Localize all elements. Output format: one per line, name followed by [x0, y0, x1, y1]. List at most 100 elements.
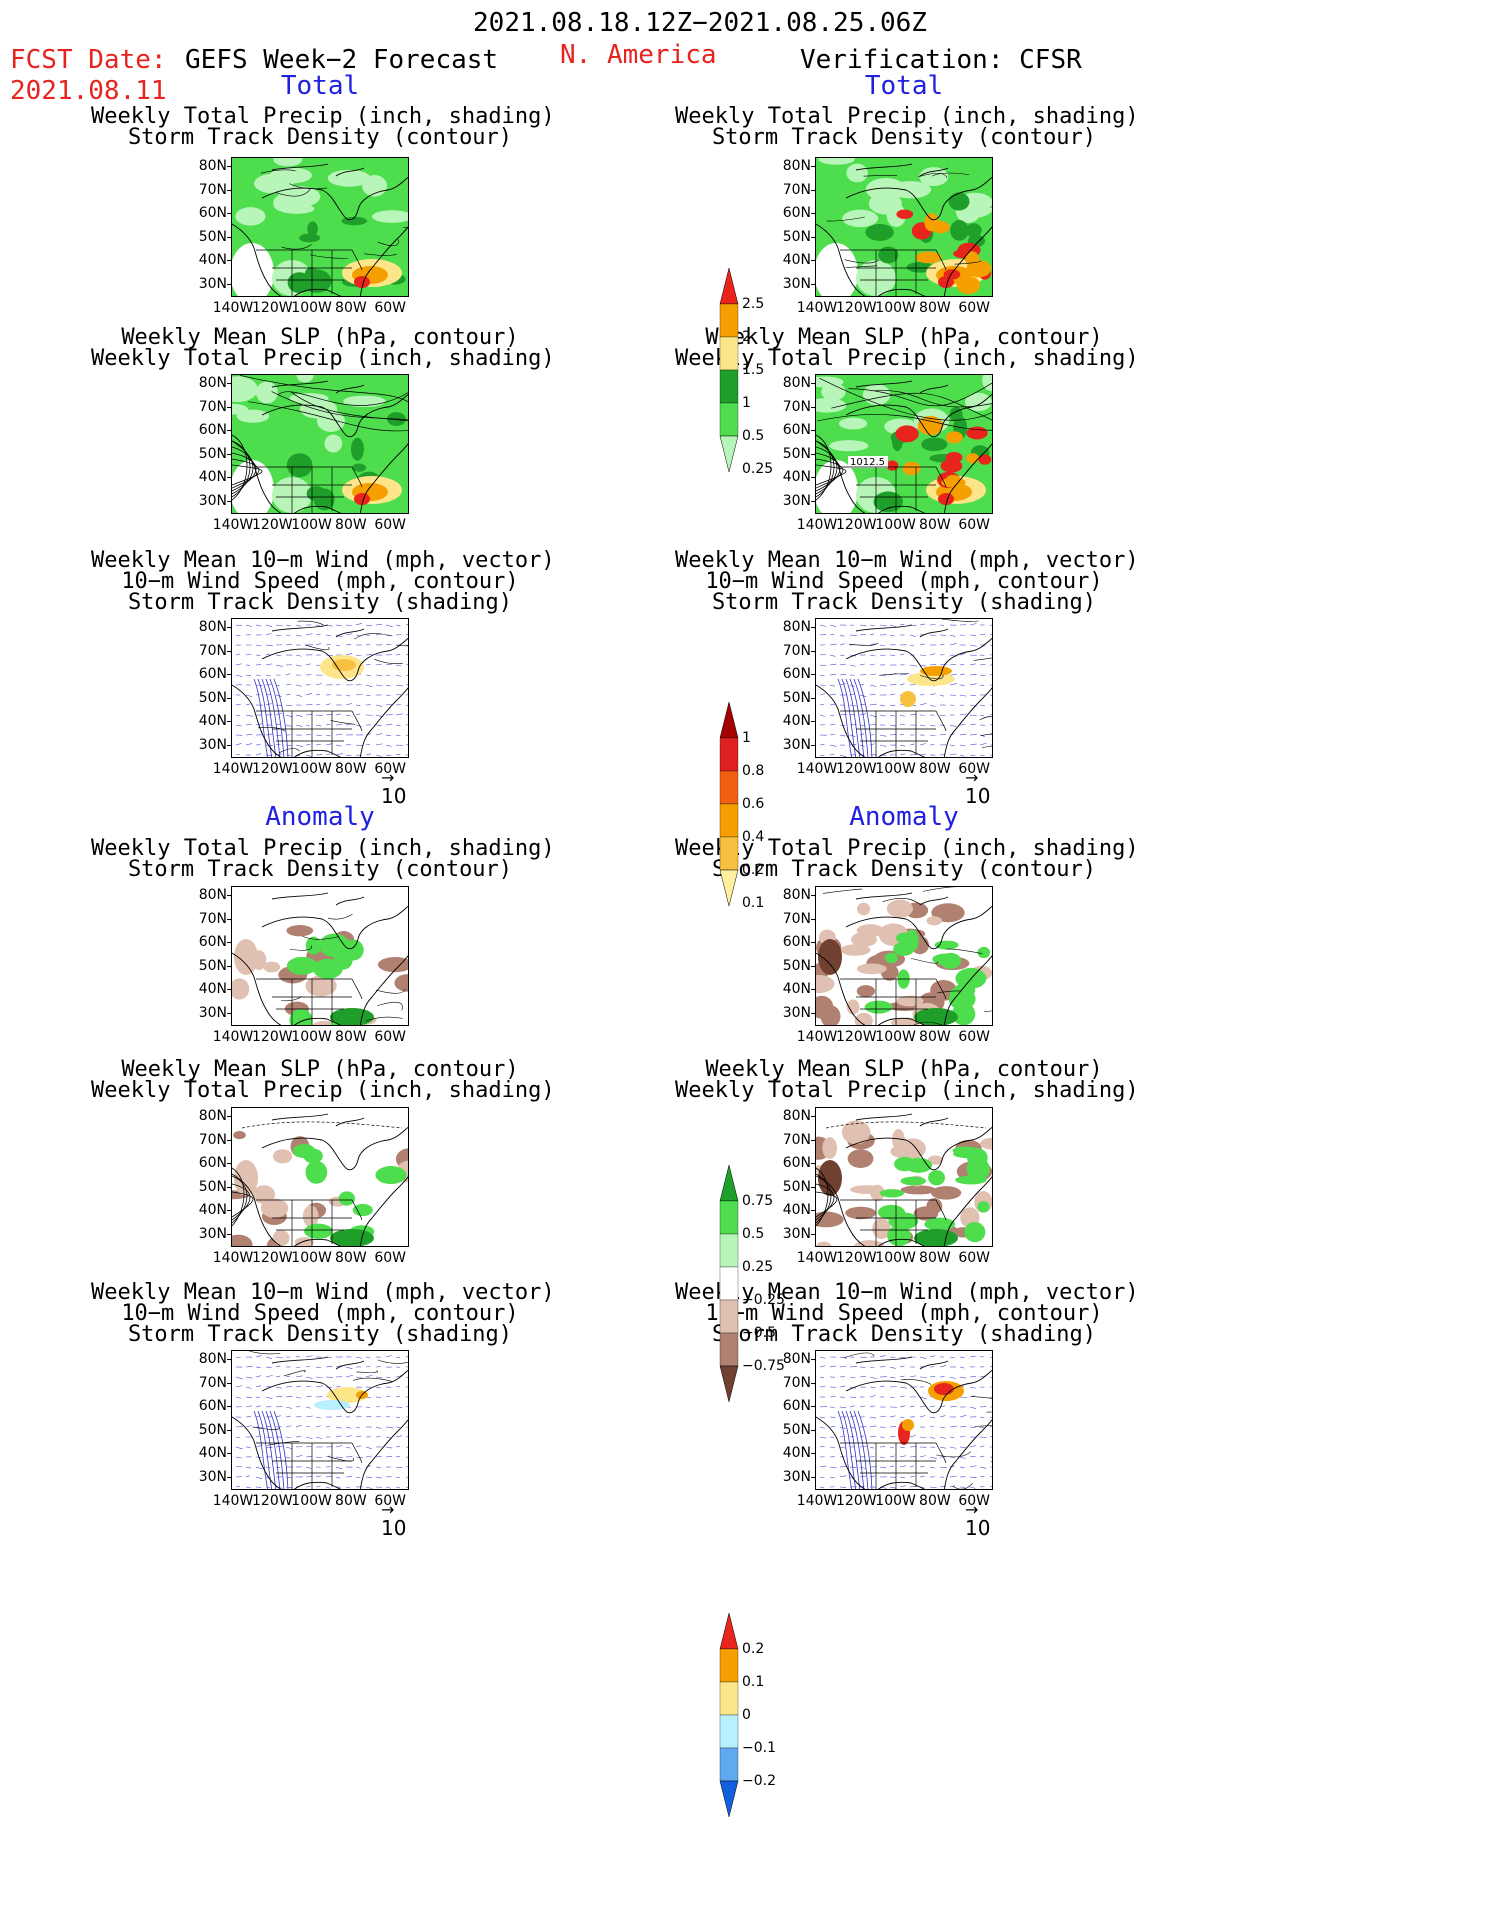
wind-vector: [235, 724, 242, 727]
wet-anomaly-area: [305, 936, 322, 955]
lat-tick-mark: [227, 1013, 231, 1014]
lon-tick-label: 140W: [796, 1493, 838, 1509]
wind-vector: [285, 1395, 293, 1398]
wind-vector: [839, 683, 846, 686]
colorbar-precip_anom: [719, 1164, 739, 1403]
wet-anomaly-area: [343, 939, 364, 961]
lat-tick-mark: [811, 1406, 815, 1408]
wind-vector: [295, 744, 303, 747]
wind-vector: [839, 1456, 845, 1458]
wind-vector: [385, 1456, 393, 1458]
lat-tick-label: 30N: [782, 1469, 811, 1485]
colorbar-segment: [719, 1747, 739, 1782]
wind-vector: [315, 1425, 321, 1428]
lon-tick-label: 140W: [796, 761, 838, 777]
wind-vector: [819, 1365, 826, 1368]
wind-vector: [375, 663, 382, 666]
wind-vector: [275, 704, 283, 706]
slp-contour: [232, 434, 248, 501]
lat-tick-label: 50N: [198, 1178, 227, 1195]
contour-label: 1012.5: [850, 457, 885, 468]
wind-vector: [869, 703, 877, 706]
wind-vector: [355, 654, 362, 656]
wind-vector: [405, 1386, 408, 1388]
slp-contour: [232, 440, 251, 498]
wind-vector: [305, 1455, 312, 1458]
wind-vector: [829, 1476, 835, 1479]
wind-vector: [939, 1365, 947, 1368]
panel-title-line: Storm Track Density (shading): [711, 590, 1097, 615]
moderate-precip-area: [307, 221, 318, 237]
wind-vector: [869, 654, 876, 657]
lon-tick-label: 120W: [252, 300, 293, 316]
wet-anomaly-area: [905, 1157, 933, 1173]
wind-vector: [919, 664, 927, 667]
wind-vector: [889, 1455, 895, 1458]
wind-vector: [235, 1456, 242, 1459]
wind-vector: [879, 704, 885, 707]
map-plot: [815, 618, 993, 758]
wind-vector: [989, 1476, 992, 1478]
wind-vector: [315, 643, 322, 646]
wind-vector: [275, 694, 282, 697]
vector-scale-arrow-icon: →: [965, 768, 979, 787]
wind-vector: [295, 1396, 301, 1399]
coastline: [816, 163, 992, 296]
lat-tick-mark: [811, 989, 815, 991]
lon-tick-label: 140W: [796, 300, 838, 316]
wind-vector: [285, 704, 292, 707]
wind-vector: [819, 653, 826, 656]
lat-tick-mark: [811, 383, 815, 384]
lon-tick-label: 100W: [875, 761, 916, 777]
panel-title-line: Weekly Mean 10−m Wind (mph, vector): [675, 1280, 1139, 1305]
wind-vector: [265, 1385, 271, 1388]
lon-tick-label: 80W: [919, 1029, 951, 1045]
wind-vector: [869, 1416, 877, 1419]
lon-tick-label: 120W: [836, 761, 877, 777]
lat-tick-mark: [811, 1186, 815, 1188]
wind-vector: [345, 1486, 351, 1489]
lon-tick-label: 120W: [252, 1493, 293, 1509]
colorbar-segment: [719, 1780, 739, 1818]
wind-vector: [839, 1475, 847, 1478]
wind-vector: [375, 684, 383, 687]
wind-vector: [345, 644, 352, 646]
wind-vector: [869, 663, 875, 666]
colorbar-label: 0.2: [742, 1641, 765, 1657]
light-precip-area: [886, 204, 906, 227]
storm-track-contour: [258, 727, 286, 732]
lat-tick-label: 70N: [782, 181, 811, 198]
dry-anomaly-area: [900, 1185, 937, 1195]
wind-vector: [869, 684, 877, 687]
wind-vector: [949, 683, 957, 686]
lat-tick-label: 50N: [782, 445, 811, 462]
dry-anomaly-area: [856, 985, 876, 998]
wind-vector: [245, 1475, 250, 1478]
colorbar-label: −0.75: [742, 1358, 785, 1374]
dry-anomaly-area: [822, 1137, 838, 1159]
wind-vector: [849, 634, 857, 636]
wind-vector: [829, 714, 835, 717]
storm-track-contour: [974, 1425, 992, 1427]
wind-vector: [255, 644, 262, 647]
wind-vector: [899, 1455, 906, 1458]
lat-tick-mark: [227, 213, 231, 215]
light-precip-area: [821, 382, 846, 401]
colorbar-segment: [719, 701, 739, 739]
map-svg: [816, 619, 992, 757]
wind-vector: [325, 734, 331, 737]
wind-vector: [365, 654, 373, 656]
wind-vector: [325, 1425, 331, 1428]
panel-title-line: Weekly Total Precip (inch, shading): [675, 1078, 1139, 1103]
wind-vector: [335, 744, 342, 747]
wind-vector: [395, 713, 403, 716]
wind-vector: [819, 754, 825, 757]
wind-vector: [949, 1446, 957, 1449]
colorbar-segment: [719, 1648, 739, 1683]
slp-contour: [816, 458, 844, 489]
wind-vector: [909, 1465, 914, 1468]
wind-speed-contour: [849, 678, 865, 757]
wind-vector: [899, 714, 905, 717]
dry-anomaly-area: [913, 1206, 939, 1221]
wind-vector: [275, 624, 283, 627]
